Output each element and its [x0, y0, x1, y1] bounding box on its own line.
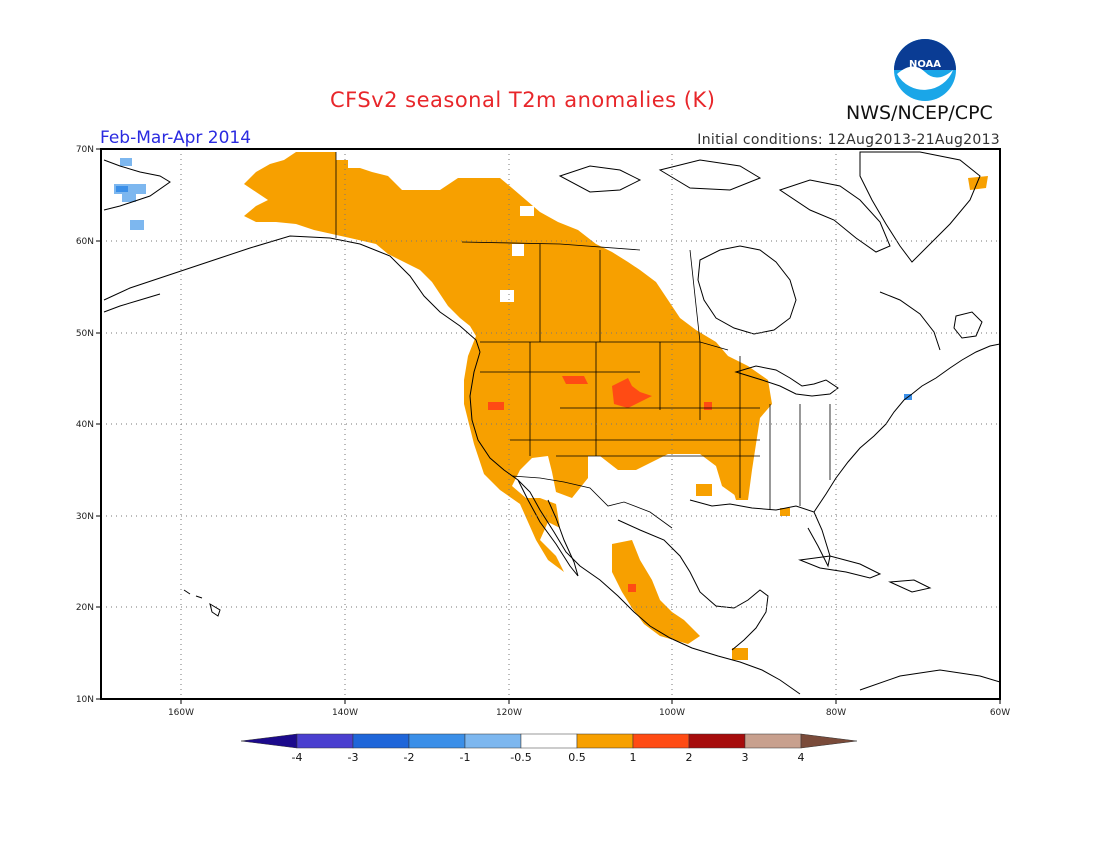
greenland [859, 151, 981, 263]
gulf-north-coast [689, 499, 831, 568]
hispaniola [888, 579, 932, 593]
lon-label: 120W [496, 708, 522, 718]
agency-label: NWS/NCEP/CPC [846, 102, 993, 124]
anomaly-region-hot-4 [704, 402, 712, 410]
coastline-layer [103, 151, 1000, 695]
south-america [859, 669, 1000, 691]
latitude-labels: 70N 60N 50N 40N 30N 20N 10N [76, 145, 94, 705]
lon-label: 160W [168, 708, 194, 718]
colorbar-label: -3 [348, 751, 359, 764]
anomaly-region-hot-1 [612, 378, 652, 408]
colorbar-segment [296, 733, 354, 749]
alaska-south-coast [103, 235, 481, 353]
lat-label: 10N [76, 695, 94, 705]
arctic-islands-2 [658, 159, 762, 191]
hudson-bay [697, 245, 797, 335]
lat-label: 30N [76, 512, 94, 522]
noaa-logo: NOAA [893, 38, 957, 102]
neutral-gap [620, 220, 630, 230]
colorbar-segment [464, 733, 522, 749]
colorbar-segment [744, 733, 802, 749]
colorbar: -4 -3 -2 -1 -0.5 0.5 1 2 3 4 [240, 733, 858, 764]
canada-provinces [461, 241, 701, 343]
lat-label: 70N [76, 145, 94, 155]
colorbar-segment [408, 733, 466, 749]
longitude-labels: 160W 140W 120W 100W 80W 60W [168, 708, 1010, 718]
colorbar-label: 4 [798, 751, 805, 764]
colorbar-label: 1 [630, 751, 637, 764]
anomaly-region-hot-5 [628, 584, 636, 592]
alaska-coast [103, 159, 171, 211]
colorbar-label: 0.5 [568, 751, 586, 764]
colorbar-label: 3 [742, 751, 749, 764]
gridlines [101, 149, 1000, 699]
hawaii [183, 589, 221, 617]
colorbar-label: -2 [404, 751, 415, 764]
neutral-gap [520, 206, 534, 216]
colorbar-label: -1 [460, 751, 471, 764]
newfoundland [953, 311, 983, 339]
baja-california [517, 479, 579, 577]
anomaly-fill-layer [114, 152, 988, 660]
anomaly-region-warm-baffin [968, 176, 988, 190]
border-layer [335, 152, 831, 529]
svg-text:NOAA: NOAA [909, 59, 941, 70]
chart-title: CFSv2 seasonal T2m anomalies (K) [330, 88, 716, 112]
lat-label: 60N [76, 237, 94, 247]
anomaly-region-cool-4 [130, 220, 144, 230]
lon-label: 140W [332, 708, 358, 718]
anomaly-region-hot-3 [488, 402, 504, 410]
colorbar-segment [688, 733, 746, 749]
forecast-period: Feb-Mar-Apr 2014 [100, 128, 252, 148]
labrador [879, 291, 941, 351]
colorbar-label: -0.5 [510, 751, 531, 764]
colorbar-label: 2 [686, 751, 693, 764]
great-lakes [734, 365, 839, 397]
neutral-gap [512, 244, 524, 256]
lon-label: 100W [659, 708, 685, 718]
state-lines [480, 342, 831, 510]
us-mexico-border [511, 475, 673, 529]
colorbar-segment [352, 733, 410, 749]
lon-label: 60W [990, 708, 1010, 718]
colorbar-segment [632, 733, 690, 749]
colorbar-segment [576, 733, 634, 749]
tick-marks [96, 148, 1001, 704]
aleutians [103, 293, 161, 313]
anomaly-region-warm-yucatan [732, 648, 748, 660]
anomaly-region-warm-gulf [728, 474, 748, 500]
anomaly-region-warm-tx [696, 484, 712, 496]
east-coast [813, 343, 1000, 513]
lon-label: 80W [826, 708, 846, 718]
colorbar-arrow-high [800, 733, 858, 749]
anomaly-region-cool-3 [116, 186, 128, 192]
lat-label: 40N [76, 420, 94, 430]
initial-conditions: Initial conditions: 12Aug2013-21Aug2013 [697, 132, 1000, 148]
anomaly-region-hot-2 [562, 376, 588, 384]
gulf-coast [617, 519, 769, 651]
anomaly-region-warm [244, 152, 772, 572]
colorbar-arrow-low [240, 733, 298, 749]
cuba [798, 555, 882, 579]
baffin-island [778, 179, 891, 253]
anomaly-region-cool-1 [120, 158, 132, 166]
lat-label: 20N [76, 603, 94, 613]
anomaly-region-warm-mexico [612, 540, 700, 644]
anomaly-region-warm-florida [780, 508, 790, 516]
lat-label: 50N [76, 329, 94, 339]
colorbar-label: -4 [292, 751, 303, 764]
colorbar-segment [520, 733, 578, 749]
arctic-islands-1 [558, 165, 642, 193]
neutral-gap [500, 290, 514, 302]
